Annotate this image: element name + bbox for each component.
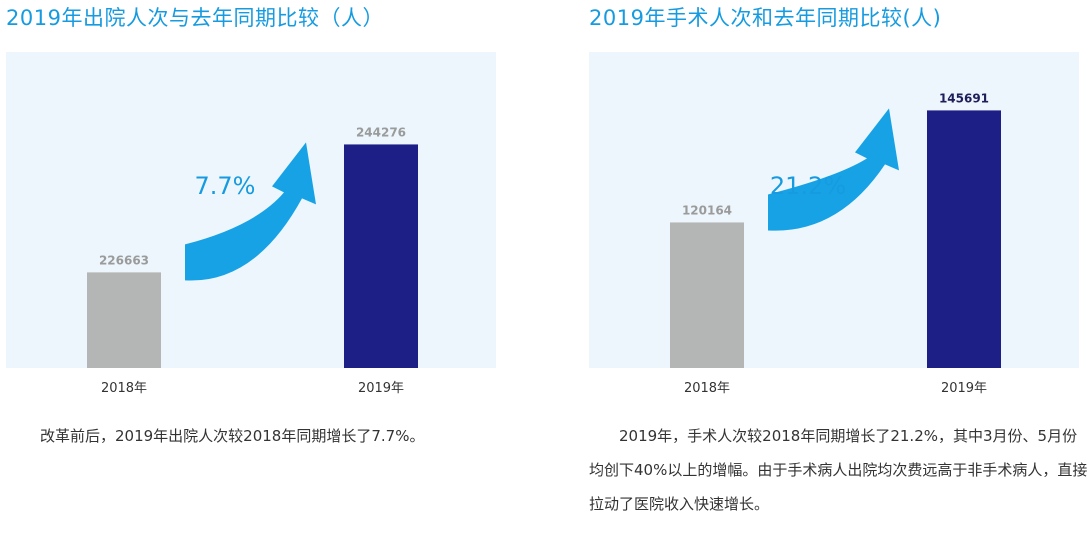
x-tick-label: 2018年 [101,381,147,396]
x-tick-label: 2019年 [941,381,987,396]
bar-1 [344,144,418,368]
data-label: 145691 [939,91,989,105]
chart-title: 2019年手术人次和去年同期比较(人) [589,6,942,30]
chart-title: 2019年出院人次与去年同期比较（人） [6,6,384,30]
x-tick-label: 2019年 [358,381,404,396]
growth-percent: 7.7% [195,172,256,200]
panel-discharges: 2019年出院人次与去年同期比较（人） 226663 2018年 244276 201… [0,0,500,533]
bar-0 [670,222,744,368]
plot-background [6,52,496,368]
caption-text: 改革前后，2019年出院人次较2018年同期增长了7.7%。 [40,427,425,445]
bar-chart: 226663 2018年 244276 2019年 7.7% [6,52,496,396]
data-label: 244276 [356,125,406,139]
growth-arrow-icon [185,142,316,281]
panel-surgeries: 2019年手术人次和去年同期比较(人) 120164 2018年 145691 201… [583,0,1087,533]
growth-arrow-icon [768,108,899,231]
data-label: 120164 [682,203,732,217]
x-tick-label: 2018年 [684,381,730,396]
growth-percent: 21.2% [770,172,846,200]
bar-chart: 120164 2018年 145691 2019年 21.2% [589,52,1079,396]
data-label: 226663 [99,253,149,267]
bar-1 [927,110,1001,369]
caption-text: 2019年，手术人次较2018年同期增长了21.2%，其中3月份、5月份均创下4… [589,427,1088,513]
bar-0 [87,272,161,368]
